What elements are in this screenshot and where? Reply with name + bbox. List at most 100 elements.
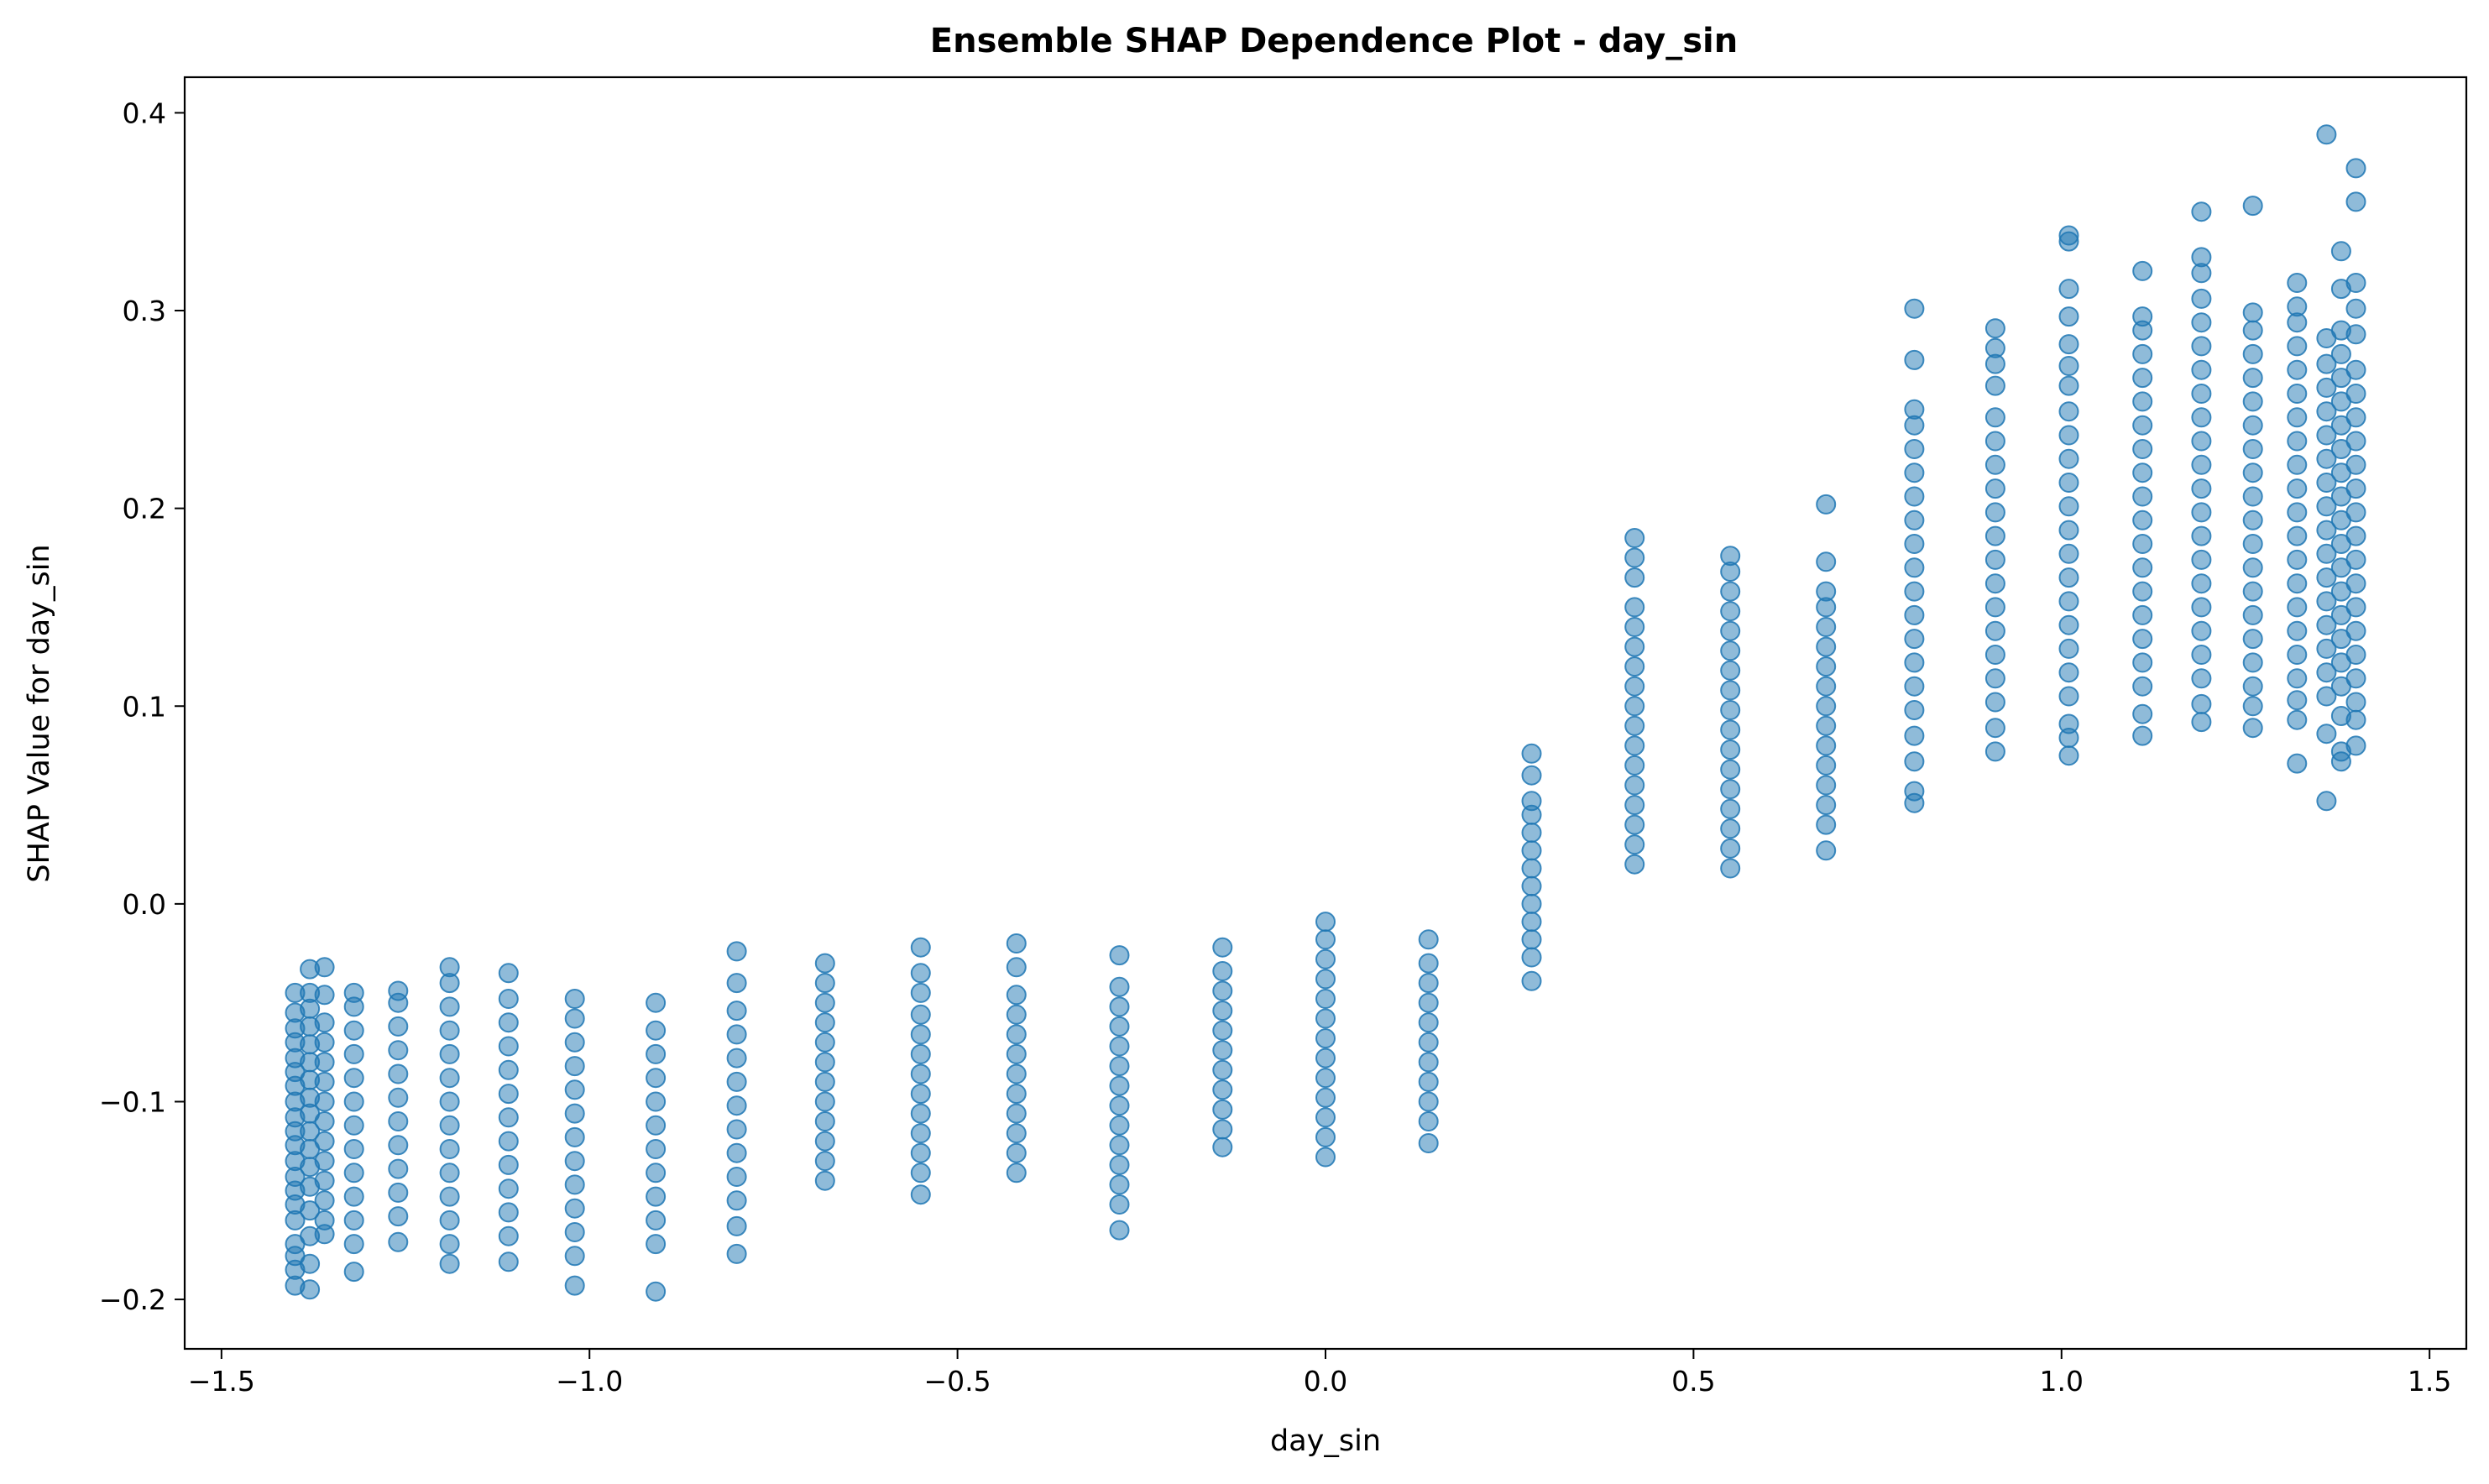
data-point (1816, 715, 1837, 736)
data-point (498, 1059, 519, 1080)
x-tick-label: 1.0 (2040, 1365, 2084, 1398)
data-point (1816, 656, 1837, 677)
data-point (1904, 581, 1925, 602)
data-point (388, 1087, 409, 1108)
data-point (1315, 1028, 1336, 1049)
data-point (2058, 473, 2079, 493)
data-point (814, 1071, 835, 1092)
data-point (1006, 1004, 1027, 1025)
data-point (1109, 1135, 1130, 1156)
data-point (2287, 384, 2308, 404)
data-point (910, 1123, 931, 1144)
data-point (2345, 668, 2366, 689)
data-point (2242, 368, 2263, 389)
data-point (1418, 929, 1439, 950)
data-point (498, 963, 519, 984)
data-point (2316, 401, 2337, 422)
data-point (1624, 567, 1645, 588)
data-point (1624, 547, 1645, 568)
data-point (1315, 1068, 1336, 1089)
data-point (388, 1016, 409, 1037)
data-point (910, 937, 931, 958)
data-point (2345, 158, 2366, 179)
data-point (2191, 247, 2212, 268)
data-point (910, 1063, 931, 1084)
data-point (1816, 755, 1837, 776)
data-point (1984, 407, 2005, 428)
data-point (2345, 273, 2366, 293)
data-point (1418, 1091, 1439, 1112)
data-point (726, 973, 747, 994)
data-point (2058, 225, 2079, 246)
data-point (2330, 241, 2351, 262)
data-point (1315, 929, 1336, 950)
data-point (1212, 1099, 1233, 1120)
data-point (1984, 454, 2005, 475)
data-point (814, 973, 835, 994)
data-point (1521, 947, 1542, 968)
data-point (2316, 724, 2337, 745)
data-point (1006, 1084, 1027, 1105)
y-tick-label: 0.4 (123, 97, 166, 129)
data-point (1984, 502, 2005, 523)
data-point (2316, 448, 2337, 469)
data-point (2132, 604, 2153, 625)
data-point (1418, 973, 1439, 994)
data-point (2191, 359, 2212, 380)
data-point (646, 1186, 667, 1207)
data-point (439, 1043, 460, 1064)
data-point (498, 1154, 519, 1175)
data-point (1624, 775, 1645, 796)
data-point (498, 989, 519, 1009)
data-point (343, 1163, 364, 1184)
data-point (1109, 1115, 1130, 1136)
data-point (2287, 597, 2308, 618)
data-point (2191, 645, 2212, 665)
data-point (564, 1103, 585, 1124)
data-point (439, 1091, 460, 1112)
data-point (1904, 509, 1925, 530)
data-point (1006, 1063, 1027, 1084)
data-point (814, 1091, 835, 1112)
data-point (1109, 1220, 1130, 1241)
data-point (1521, 970, 1542, 991)
data-point (1418, 953, 1439, 974)
data-point (1212, 1001, 1233, 1022)
data-point (1109, 1095, 1130, 1116)
data-point (1521, 893, 1542, 914)
data-point (1006, 933, 1027, 954)
chart-title: Ensemble SHAP Dependence Plot - day_sin (930, 22, 1738, 60)
data-point (2242, 302, 2263, 323)
data-point (1816, 636, 1837, 657)
data-point (1624, 795, 1645, 816)
x-tick-label: 0.5 (1671, 1365, 1715, 1398)
data-point (1521, 858, 1542, 879)
data-point (2345, 502, 2366, 523)
data-point (1904, 462, 1925, 483)
data-point (388, 1063, 409, 1084)
data-point (1006, 1163, 1027, 1184)
data-point (343, 1068, 364, 1089)
data-point (1521, 743, 1542, 764)
data-point (388, 1206, 409, 1227)
data-point (2132, 391, 2153, 412)
data-point (2191, 573, 2212, 594)
data-point (439, 1234, 460, 1255)
data-point (2132, 415, 2153, 436)
data-point (2058, 425, 2079, 446)
data-point (1418, 992, 1439, 1013)
data-point (2132, 703, 2153, 724)
data-point (1816, 775, 1837, 796)
data-point (564, 1079, 585, 1100)
data-point (814, 1151, 835, 1172)
data-point (388, 980, 409, 1001)
data-point (1904, 781, 1925, 802)
data-point (314, 1052, 335, 1073)
data-point (1984, 597, 2005, 618)
data-point (2058, 279, 2079, 300)
data-point (439, 1139, 460, 1159)
data-point (910, 1043, 931, 1064)
data-point (2191, 478, 2212, 499)
data-point (2058, 496, 2079, 517)
data-point (2191, 712, 2212, 733)
